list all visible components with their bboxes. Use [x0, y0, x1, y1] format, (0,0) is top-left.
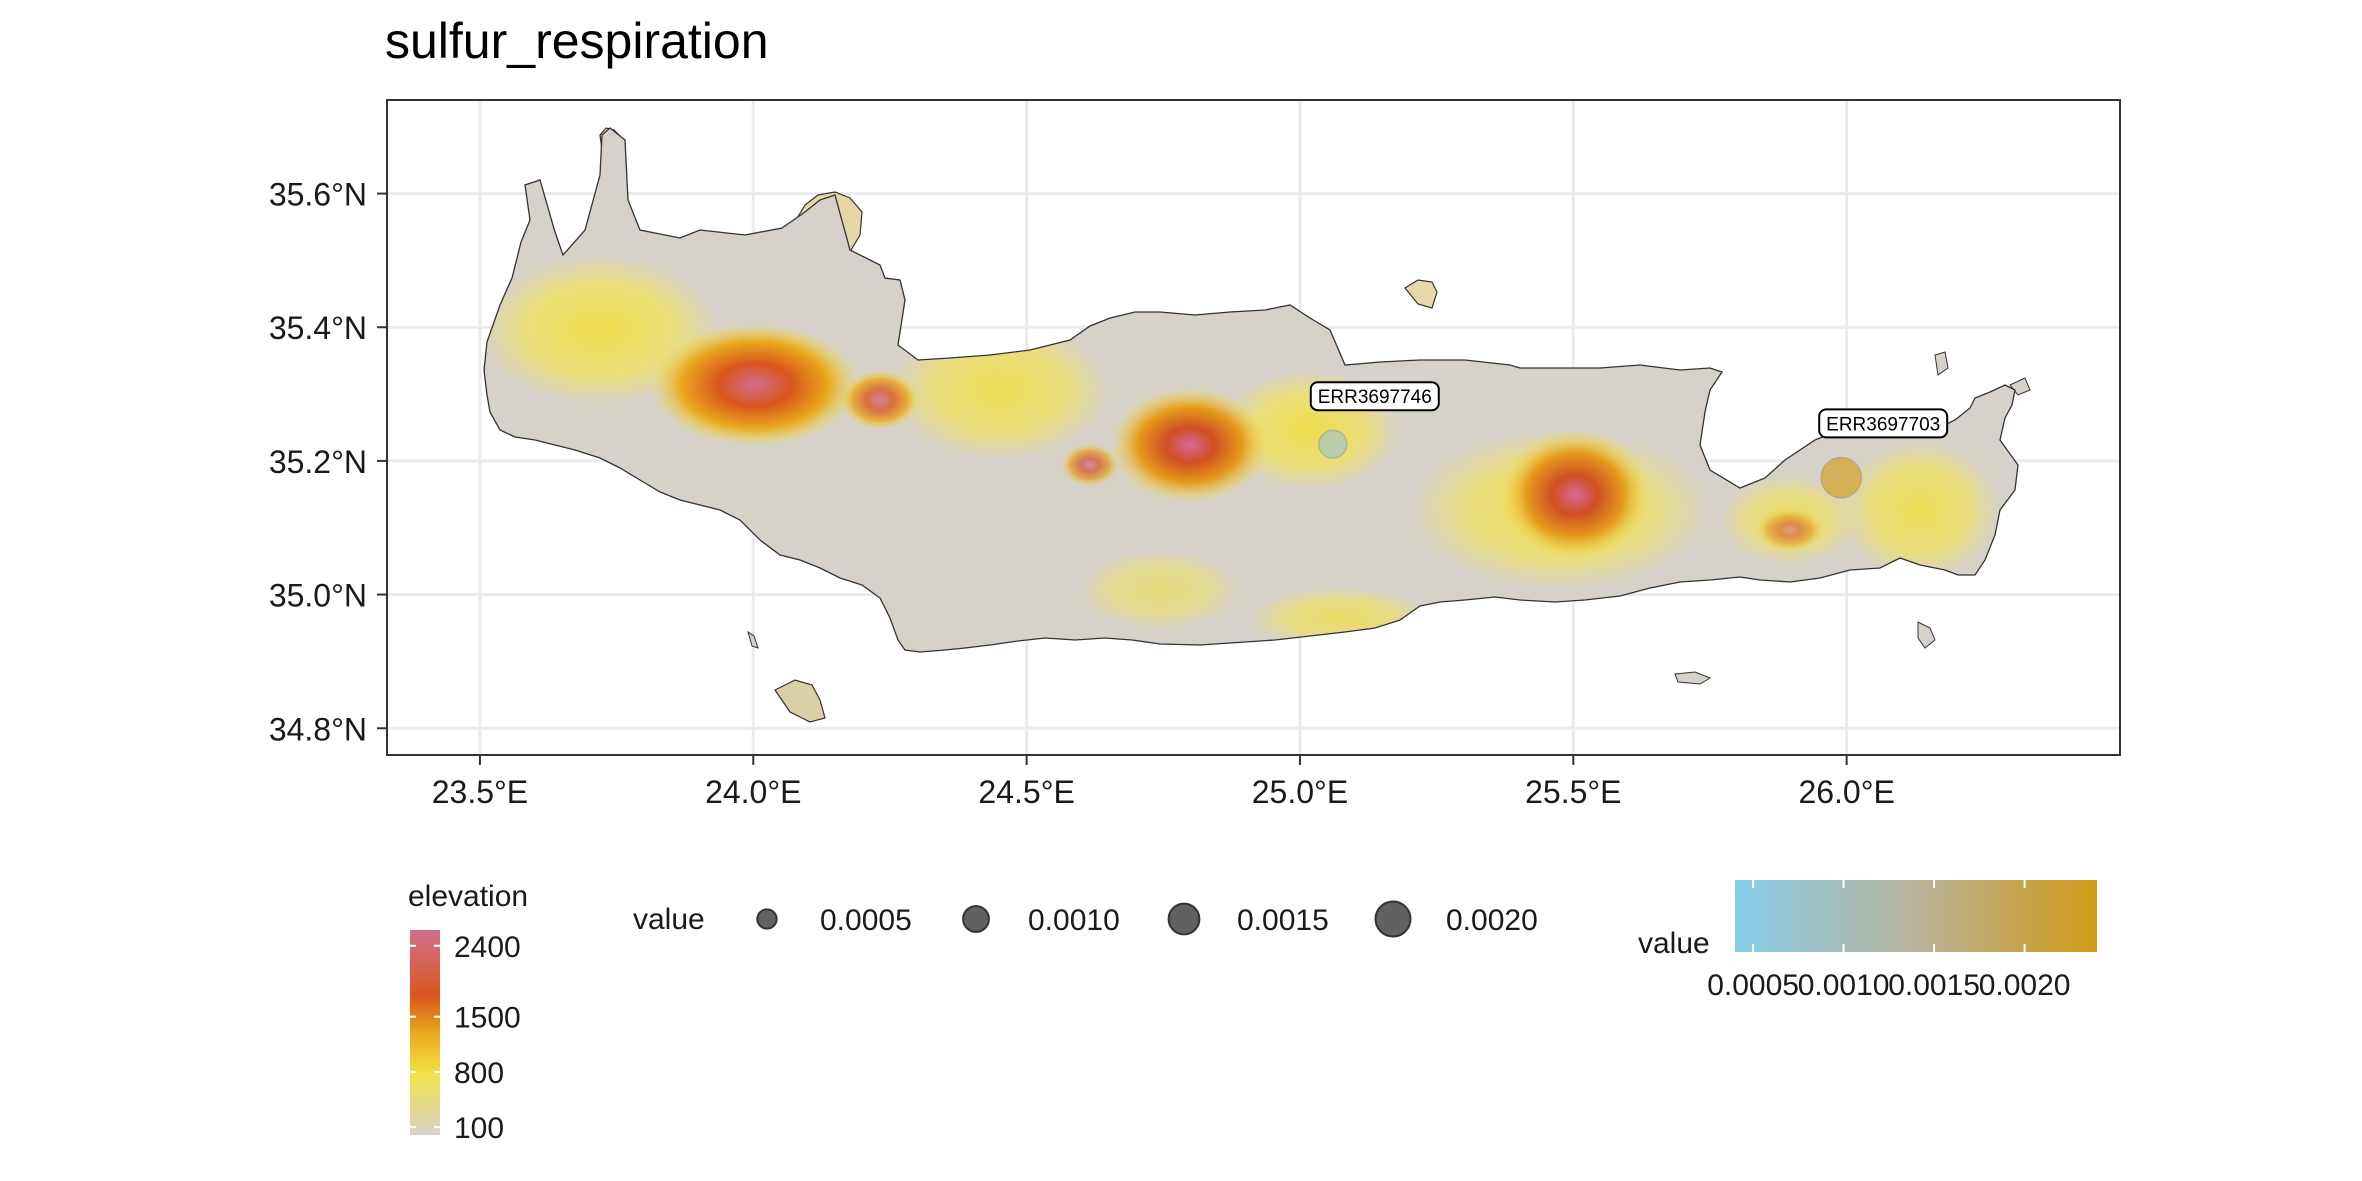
sample-label-box — [1818, 408, 1949, 439]
y-tick-label: 35.6°N — [269, 177, 367, 213]
color-tick-label: 0.0015 — [1888, 969, 1980, 1002]
lefka-ori-range — [650, 323, 860, 447]
elevation-legend-title: elevation — [408, 880, 528, 913]
value-colorbar — [1735, 880, 2097, 952]
elevation-tick-label: 1500 — [454, 1002, 521, 1035]
x-tick-label: 23.5°E — [432, 774, 528, 810]
color-tick-label: 0.0010 — [1798, 969, 1890, 1002]
islet-gavdos — [774, 679, 826, 723]
color-tick-label: 0.0020 — [1979, 969, 2071, 1002]
plot-title: sulfur_respiration — [385, 13, 769, 69]
islet-small-1 — [747, 630, 759, 649]
sample-point[interactable] — [1317, 429, 1348, 459]
x-tick-label: 25.5°E — [1525, 774, 1621, 810]
axes: 23.5°E 24.0°E 24.5°E 25.0°E 25.5°E 26.0°E 34.8… — [269, 177, 1895, 810]
psiloritis-range — [1110, 387, 1270, 503]
y-tick-label: 35.4°N — [269, 310, 367, 346]
size-legend-label: 0.0010 — [1028, 904, 1120, 937]
x-tick-label: 25.0°E — [1252, 774, 1348, 810]
sample-label: ERR3697746 — [1318, 387, 1432, 408]
dikti-range — [1500, 430, 1650, 560]
size-legend-label: 0.0020 — [1446, 904, 1538, 937]
color-tick-label: 0.0005 — [1707, 969, 1799, 1002]
size-legend-label: 0.0005 — [820, 904, 912, 937]
size-legend: value 0.0005 0.0010 0.0015 0.0020 — [633, 900, 1538, 938]
elevation-tick-label: 800 — [454, 1057, 504, 1090]
sample-points: ERR3697746 ERR3697703 — [1309, 381, 1949, 499]
islet-small-4 — [1934, 351, 1949, 376]
elevation-colorbar — [410, 930, 440, 1135]
sample-point[interactable] — [1820, 456, 1863, 499]
size-legend-key — [962, 905, 990, 933]
elevation-legend: elevation 2400 1500 800 100 — [408, 880, 528, 1145]
color-legend-title: value — [1638, 927, 1710, 960]
sample-label: ERR3697703 — [1826, 414, 1940, 435]
y-tick-label: 34.8°N — [269, 711, 367, 747]
elevation-tick-label: 2400 — [454, 931, 521, 964]
y-tick-label: 35.0°N — [269, 578, 367, 614]
islet-small-3 — [1917, 621, 1936, 649]
panel-border — [386, 99, 2121, 756]
size-legend-title: value — [633, 903, 705, 936]
island-outline — [483, 127, 2019, 653]
elevation-tick-label: 100 — [454, 1112, 504, 1145]
size-legend-key — [1167, 902, 1201, 936]
size-legend-key — [756, 908, 778, 930]
islet-small-2 — [1674, 671, 1712, 685]
size-legend-key — [1374, 900, 1412, 938]
sample-label-box — [1309, 381, 1440, 412]
x-tick-label: 26.0°E — [1798, 774, 1894, 810]
size-legend-label: 0.0015 — [1237, 904, 1329, 937]
x-tick-label: 24.5°E — [978, 774, 1074, 810]
x-tick-label: 24.0°E — [705, 774, 801, 810]
y-tick-label: 35.2°N — [269, 444, 367, 480]
islet-dia — [1404, 279, 1438, 309]
